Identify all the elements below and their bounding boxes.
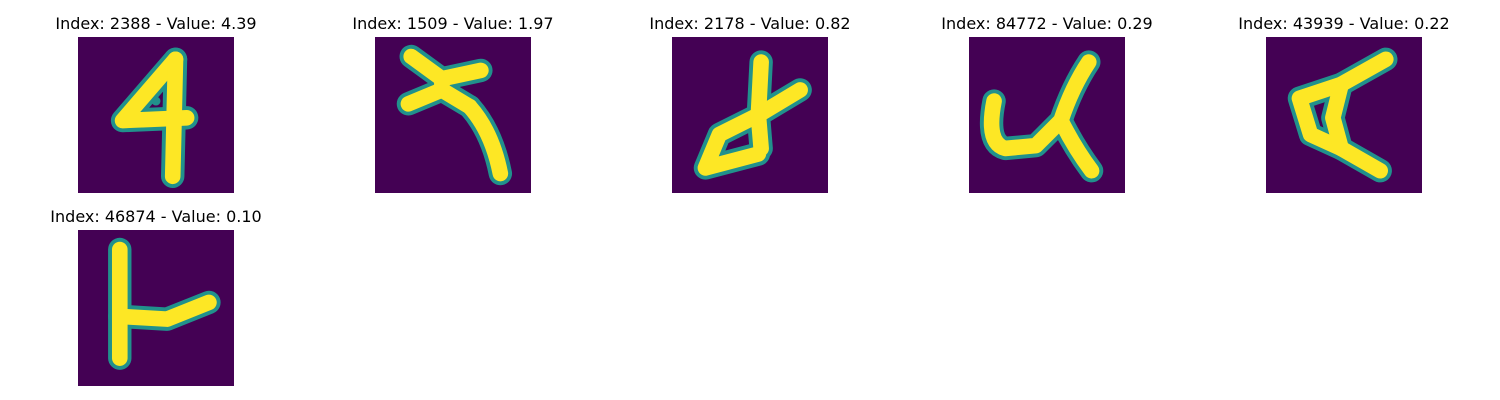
panel-title: Index: 1509 - Value: 1.97 (352, 14, 554, 33)
panel-5: Index: 43939 - Value: 0.22 (1224, 12, 1464, 202)
panel-1: Index: 2388 - Value: 4.39 (36, 12, 276, 202)
glyph-image (78, 230, 234, 386)
panel-title: Index: 84772 - Value: 0.29 (941, 14, 1153, 33)
panel-title: Index: 2388 - Value: 4.39 (55, 14, 257, 33)
panel-4: Index: 84772 - Value: 0.29 (927, 12, 1167, 202)
glyph-image (375, 37, 531, 193)
glyph-image (1266, 37, 1422, 193)
glyph-image (672, 37, 828, 193)
panel-title: Index: 2178 - Value: 0.82 (649, 14, 851, 33)
panel-title: Index: 46874 - Value: 0.10 (50, 207, 262, 226)
panel-title: Index: 43939 - Value: 0.22 (1238, 14, 1450, 33)
panel-2: Index: 1509 - Value: 1.97 (333, 12, 573, 202)
panel-3: Index: 2178 - Value: 0.82 (630, 12, 870, 202)
glyph-image (969, 37, 1125, 193)
glyph-image (78, 37, 234, 193)
panel-6: Index: 46874 - Value: 0.10 (36, 205, 276, 395)
